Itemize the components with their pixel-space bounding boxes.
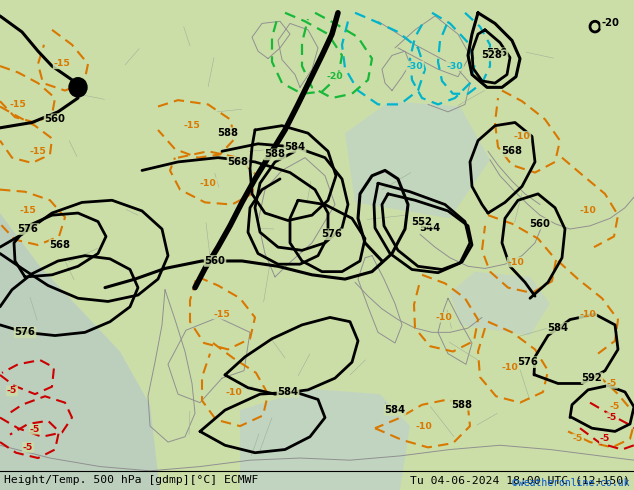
Text: 536: 536: [486, 48, 507, 58]
Text: -10: -10: [579, 206, 597, 216]
Text: 584: 584: [547, 323, 569, 333]
Text: -5: -5: [610, 402, 620, 412]
Text: 552: 552: [411, 217, 432, 226]
Text: 576: 576: [321, 229, 342, 239]
Text: Tu 04-06-2024 18:00 UTC (12+150): Tu 04-06-2024 18:00 UTC (12+150): [410, 475, 630, 486]
Text: -10: -10: [226, 388, 242, 396]
Text: 568: 568: [49, 240, 70, 250]
Text: 588: 588: [264, 149, 285, 159]
Text: 584: 584: [285, 142, 306, 152]
Text: -10: -10: [436, 313, 453, 322]
Text: 568: 568: [228, 157, 249, 167]
Text: 528: 528: [482, 50, 502, 60]
Text: -20: -20: [327, 72, 344, 81]
Text: 584: 584: [278, 387, 299, 397]
Text: 592: 592: [581, 373, 602, 383]
Text: 588: 588: [451, 400, 472, 410]
Text: -5: -5: [573, 434, 583, 443]
Text: 584: 584: [384, 405, 406, 415]
Polygon shape: [345, 101, 490, 219]
Text: 588: 588: [217, 128, 238, 138]
Text: -5: -5: [23, 443, 33, 452]
Text: -10: -10: [501, 363, 519, 372]
Text: -15: -15: [184, 121, 200, 130]
Text: -5: -5: [607, 413, 617, 422]
Text: -10: -10: [579, 310, 597, 318]
Text: Height/Temp. 500 hPa [gdmp][°C] ECMWF: Height/Temp. 500 hPa [gdmp][°C] ECMWF: [4, 475, 259, 486]
Text: -10: -10: [200, 179, 216, 188]
Text: -30: -30: [446, 62, 463, 71]
Text: 576: 576: [15, 327, 36, 337]
Circle shape: [69, 78, 87, 97]
Polygon shape: [240, 389, 410, 490]
Polygon shape: [450, 271, 550, 336]
Text: 576: 576: [517, 357, 538, 367]
Text: ©weatheronline.co.uk: ©weatheronline.co.uk: [512, 478, 630, 488]
Text: -5: -5: [607, 379, 617, 388]
Text: -15: -15: [10, 100, 27, 109]
Text: -15: -15: [53, 59, 70, 69]
Text: -10: -10: [415, 421, 432, 431]
Text: 560: 560: [529, 219, 550, 229]
Text: -15: -15: [20, 206, 36, 216]
Text: 560: 560: [205, 256, 226, 266]
Text: -15: -15: [214, 310, 230, 318]
Text: 576: 576: [18, 224, 39, 234]
Text: -10: -10: [508, 258, 524, 267]
Text: -5: -5: [7, 387, 17, 395]
Text: 544: 544: [419, 223, 441, 233]
Text: -10: -10: [514, 132, 531, 141]
Polygon shape: [0, 213, 160, 490]
Text: 568: 568: [501, 146, 522, 156]
Text: -15: -15: [30, 147, 46, 156]
Text: -20: -20: [601, 19, 619, 28]
Text: -30: -30: [406, 62, 424, 71]
Text: -5: -5: [30, 425, 40, 434]
Text: -5: -5: [600, 434, 610, 443]
Text: 560: 560: [44, 114, 65, 124]
